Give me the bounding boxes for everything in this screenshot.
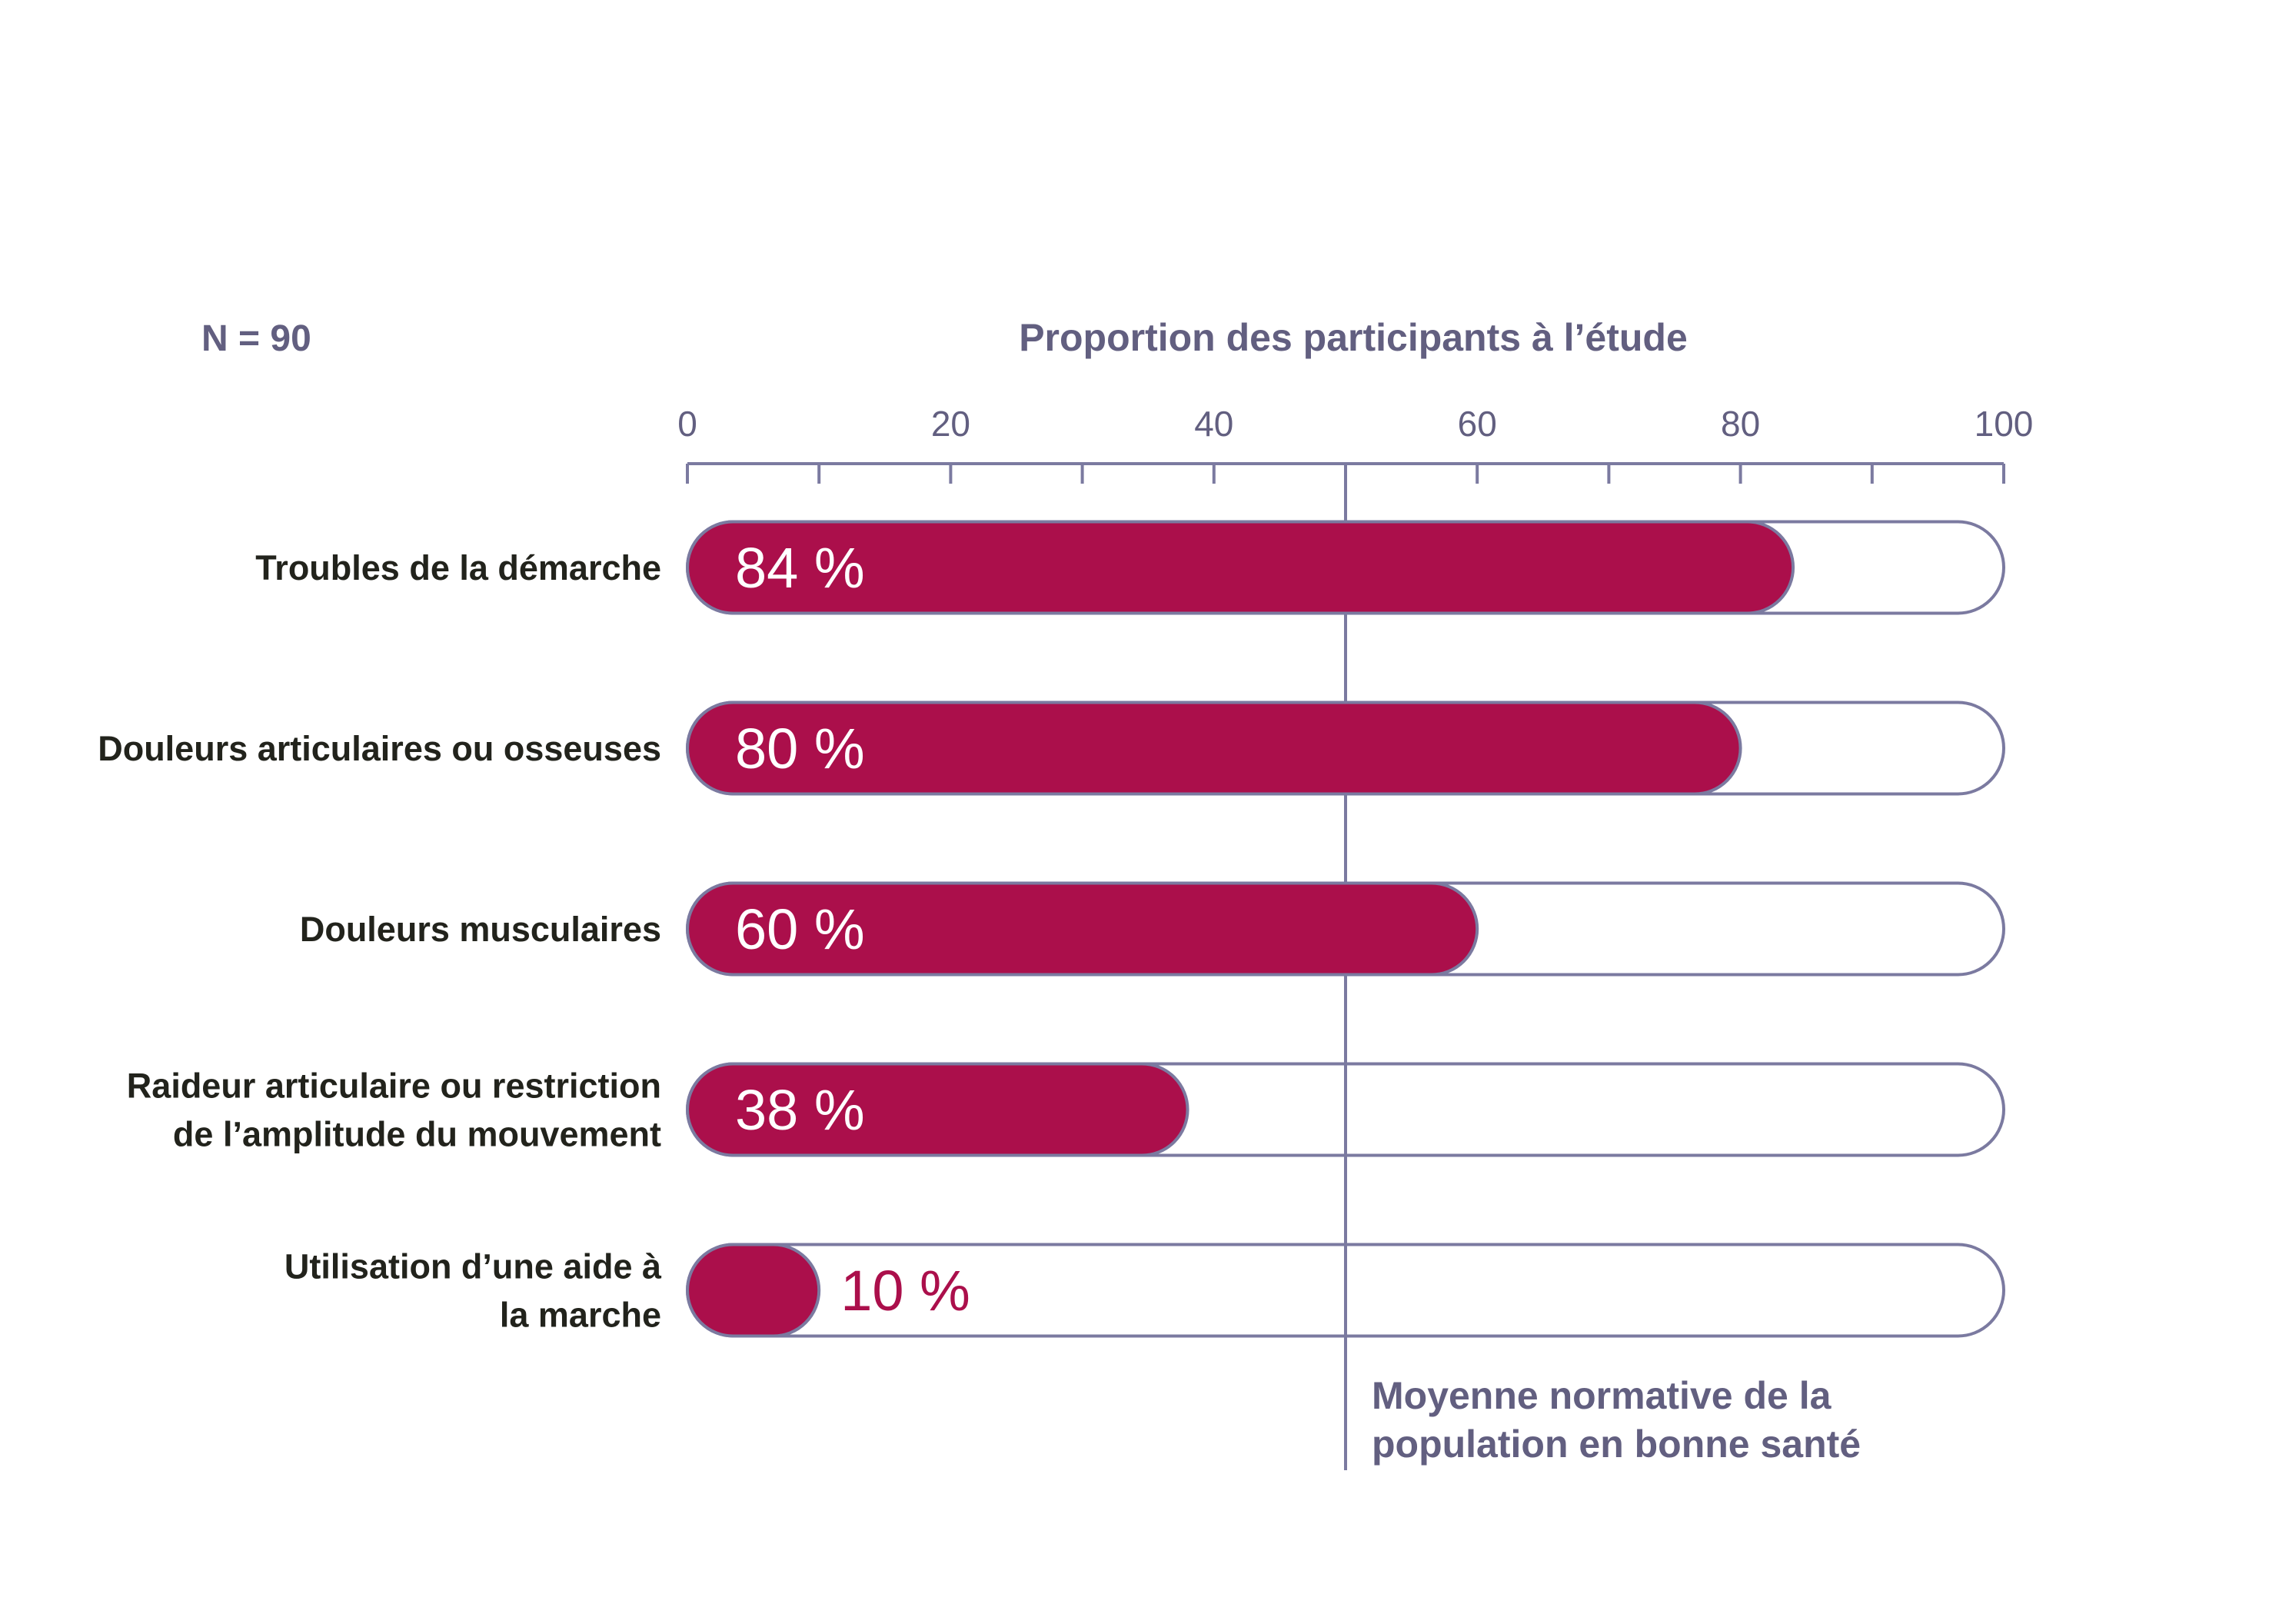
bar xyxy=(686,701,1742,796)
category-label: Raideur articulaire ou restriction de l’a… xyxy=(127,1067,661,1154)
x-tick-label: 20 xyxy=(931,404,970,444)
bar xyxy=(686,881,1479,977)
category-label-line: Douleurs articulaires ou osseuses xyxy=(98,729,661,768)
category-label-line: Douleurs musculaires xyxy=(300,910,661,949)
category-label-line: de l’amplitude du mouvement xyxy=(173,1115,661,1154)
x-tick-label: 60 xyxy=(1458,404,1497,444)
reference-line-label-line: population en bonne santé xyxy=(1372,1423,1861,1466)
axis-title: Proportion des participants à l’étude xyxy=(1019,316,1688,359)
reference-line-label: Moyenne normative de la population en bon… xyxy=(1372,1374,1861,1466)
category-label-line: Utilisation d’une aide à xyxy=(284,1247,662,1286)
x-tick-label: 0 xyxy=(677,404,697,444)
category-label: Douleurs articulaires ou osseuses xyxy=(98,729,661,768)
category-label-line: Troubles de la démarche xyxy=(255,548,661,587)
bars xyxy=(686,520,1795,1338)
category-labels: Troubles de la démarche Douleurs articula… xyxy=(98,548,662,1335)
x-axis: 0 20 40 60 80 100 xyxy=(677,404,2033,484)
bar xyxy=(686,520,1795,615)
bar xyxy=(686,1243,821,1338)
x-tick-label: 100 xyxy=(1975,404,2034,444)
category-label: Troubles de la démarche xyxy=(255,548,661,587)
bar xyxy=(686,1062,1189,1157)
x-tick-label: 80 xyxy=(1721,404,1760,444)
category-label-line: Raideur articulaire ou restriction xyxy=(127,1067,661,1106)
value-label: 60 % xyxy=(735,897,865,961)
value-labels: 84 % 80 % 60 % 38 % 10 % xyxy=(735,536,970,1323)
value-label: 84 % xyxy=(735,536,865,600)
value-label: 10 % xyxy=(840,1259,970,1323)
sample-size-label: N = 90 xyxy=(201,318,311,359)
value-label: 80 % xyxy=(735,717,865,780)
reference-line-label-line: Moyenne normative de la xyxy=(1372,1374,1832,1417)
value-label: 38 % xyxy=(735,1078,865,1142)
category-label-line: la marche xyxy=(500,1296,661,1335)
category-label: Utilisation d’une aide à la marche xyxy=(284,1247,662,1335)
x-tick-label: 40 xyxy=(1194,404,1233,444)
category-label: Douleurs musculaires xyxy=(300,910,661,949)
